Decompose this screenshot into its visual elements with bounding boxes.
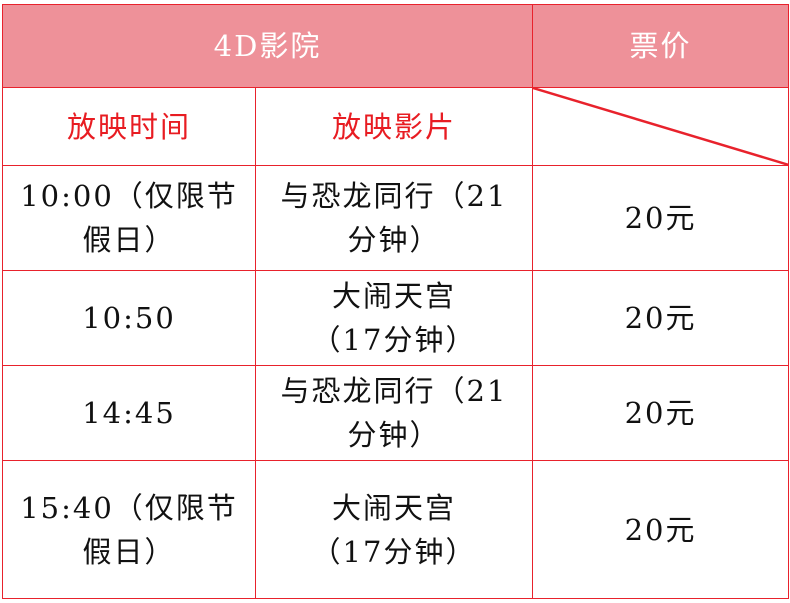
- time-cell: 10:50: [2, 270, 256, 366]
- subheader-time: 放映时间: [2, 87, 256, 166]
- price-cell: 20元: [532, 460, 790, 599]
- table-row: 10:50 大闹天宫 （17分钟） 20元: [2, 270, 790, 366]
- diagonal-line: [533, 88, 790, 166]
- time-cell: 10:00（仅限节 假日）: [2, 165, 256, 271]
- time-cell: 15:40（仅限节 假日）: [2, 460, 256, 599]
- film-cell: 与恐龙同行（21 分钟）: [254, 365, 534, 461]
- subheader-row: 放映时间 放映影片: [2, 87, 790, 166]
- film-cell: 大闹天宫 （17分钟）: [254, 460, 534, 599]
- header-price: 票价: [532, 4, 790, 88]
- price-cell: 20元: [532, 165, 790, 271]
- film-cell: 与恐龙同行（21 分钟）: [254, 165, 534, 271]
- diagonal-cell: [532, 87, 790, 166]
- header-row: 4D影院 票价: [1, 4, 790, 88]
- film-cell: 大闹天宫 （17分钟）: [254, 270, 534, 366]
- price-cell: 20元: [532, 270, 790, 366]
- table-row: 15:40（仅限节 假日） 大闹天宫 （17分钟） 20元: [2, 460, 790, 599]
- table-row: 10:00（仅限节 假日） 与恐龙同行（21 分钟） 20元: [2, 165, 790, 271]
- subheader-film: 放映影片: [254, 87, 534, 166]
- cinema-schedule-table: 4D影院 票价 放映时间 放映影片 10:00（仅限节 假日） 与恐龙同行（21 分…: [1, 4, 790, 599]
- header-cinema: 4D影院: [1, 4, 534, 88]
- price-cell: 20元: [532, 365, 790, 461]
- time-cell: 14:45: [2, 365, 256, 461]
- table-row: 14:45 与恐龙同行（21 分钟） 20元: [2, 365, 790, 461]
